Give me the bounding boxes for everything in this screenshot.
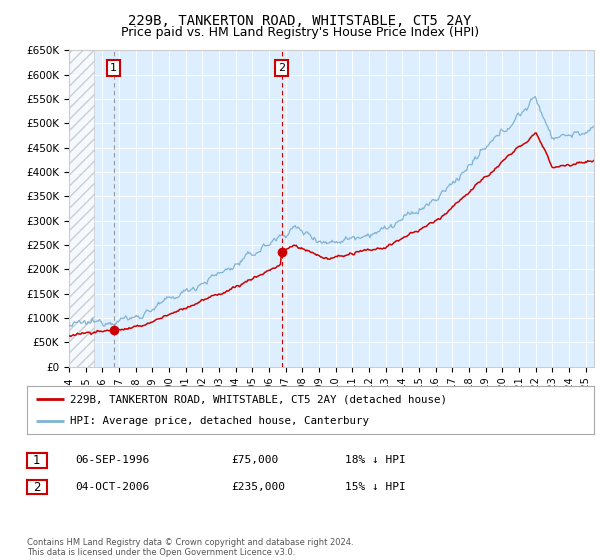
- Bar: [69, 50, 94, 367]
- Text: 18% ↓ HPI: 18% ↓ HPI: [345, 455, 406, 465]
- Text: 04-OCT-2006: 04-OCT-2006: [75, 482, 149, 492]
- Text: 2: 2: [278, 63, 285, 73]
- Text: Price paid vs. HM Land Registry's House Price Index (HPI): Price paid vs. HM Land Registry's House …: [121, 26, 479, 39]
- Text: 2: 2: [33, 480, 41, 494]
- Text: Contains HM Land Registry data © Crown copyright and database right 2024.
This d: Contains HM Land Registry data © Crown c…: [27, 538, 353, 557]
- Text: HPI: Average price, detached house, Canterbury: HPI: Average price, detached house, Cant…: [70, 416, 368, 426]
- Text: 229B, TANKERTON ROAD, WHITSTABLE, CT5 2AY (detached house): 229B, TANKERTON ROAD, WHITSTABLE, CT5 2A…: [70, 394, 446, 404]
- Text: 15% ↓ HPI: 15% ↓ HPI: [345, 482, 406, 492]
- Text: £235,000: £235,000: [231, 482, 285, 492]
- Text: 229B, TANKERTON ROAD, WHITSTABLE, CT5 2AY: 229B, TANKERTON ROAD, WHITSTABLE, CT5 2A…: [128, 14, 472, 28]
- Text: 1: 1: [110, 63, 117, 73]
- Text: 1: 1: [33, 454, 41, 467]
- Text: 06-SEP-1996: 06-SEP-1996: [75, 455, 149, 465]
- Text: £75,000: £75,000: [231, 455, 278, 465]
